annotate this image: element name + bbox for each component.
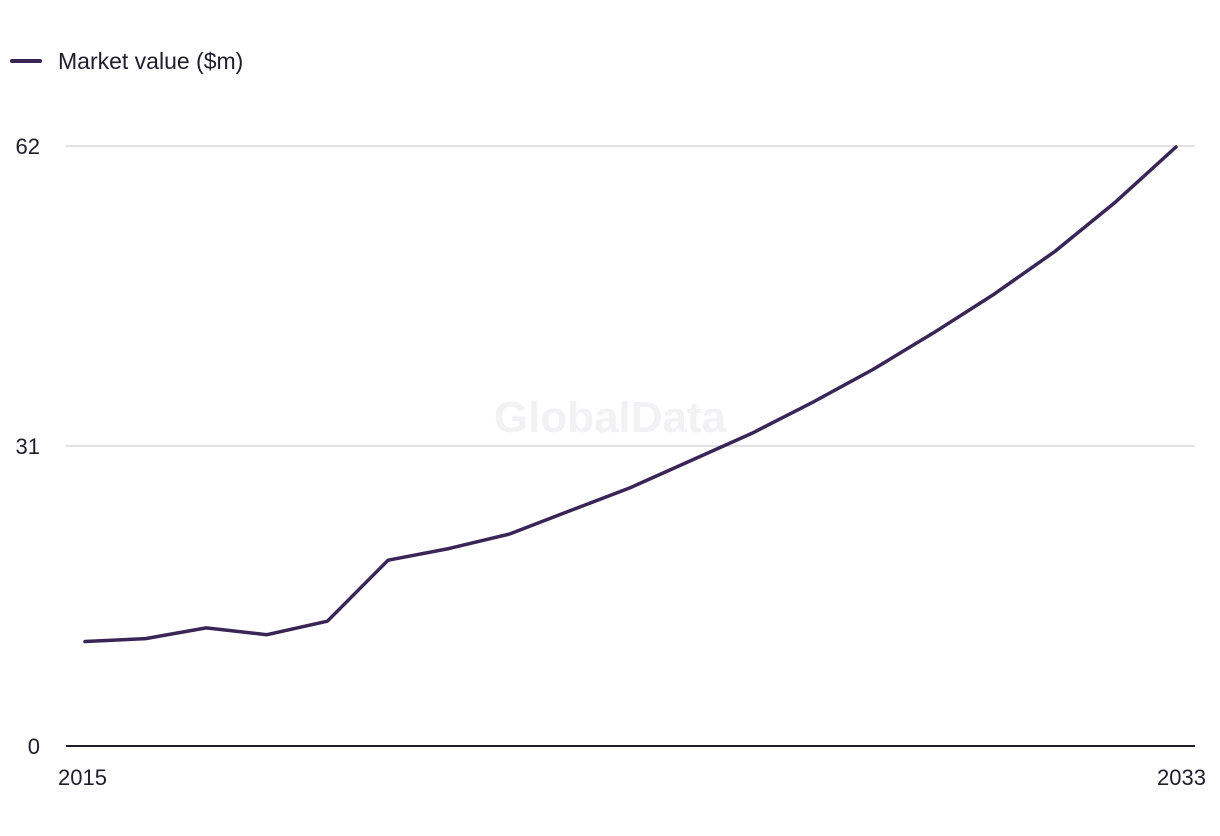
y-tick-label: 0 — [28, 734, 40, 759]
grid-lines — [66, 145, 1195, 447]
x-tick-label: 2033 — [1157, 765, 1206, 790]
x-tick-label: 2015 — [58, 765, 107, 790]
legend: Market value ($m) — [10, 46, 243, 76]
series-layer — [83, 145, 1178, 644]
legend-line-swatch — [10, 59, 42, 63]
watermark-text: GlobalData — [494, 393, 727, 442]
series-line-market-value — [83, 145, 1178, 644]
y-tick-label: 62 — [16, 134, 40, 159]
tick-labels: 0 31 62 2015 2033 — [16, 134, 1206, 790]
y-tick-label: 31 — [16, 434, 40, 459]
legend-label: Market value ($m) — [58, 48, 244, 74]
